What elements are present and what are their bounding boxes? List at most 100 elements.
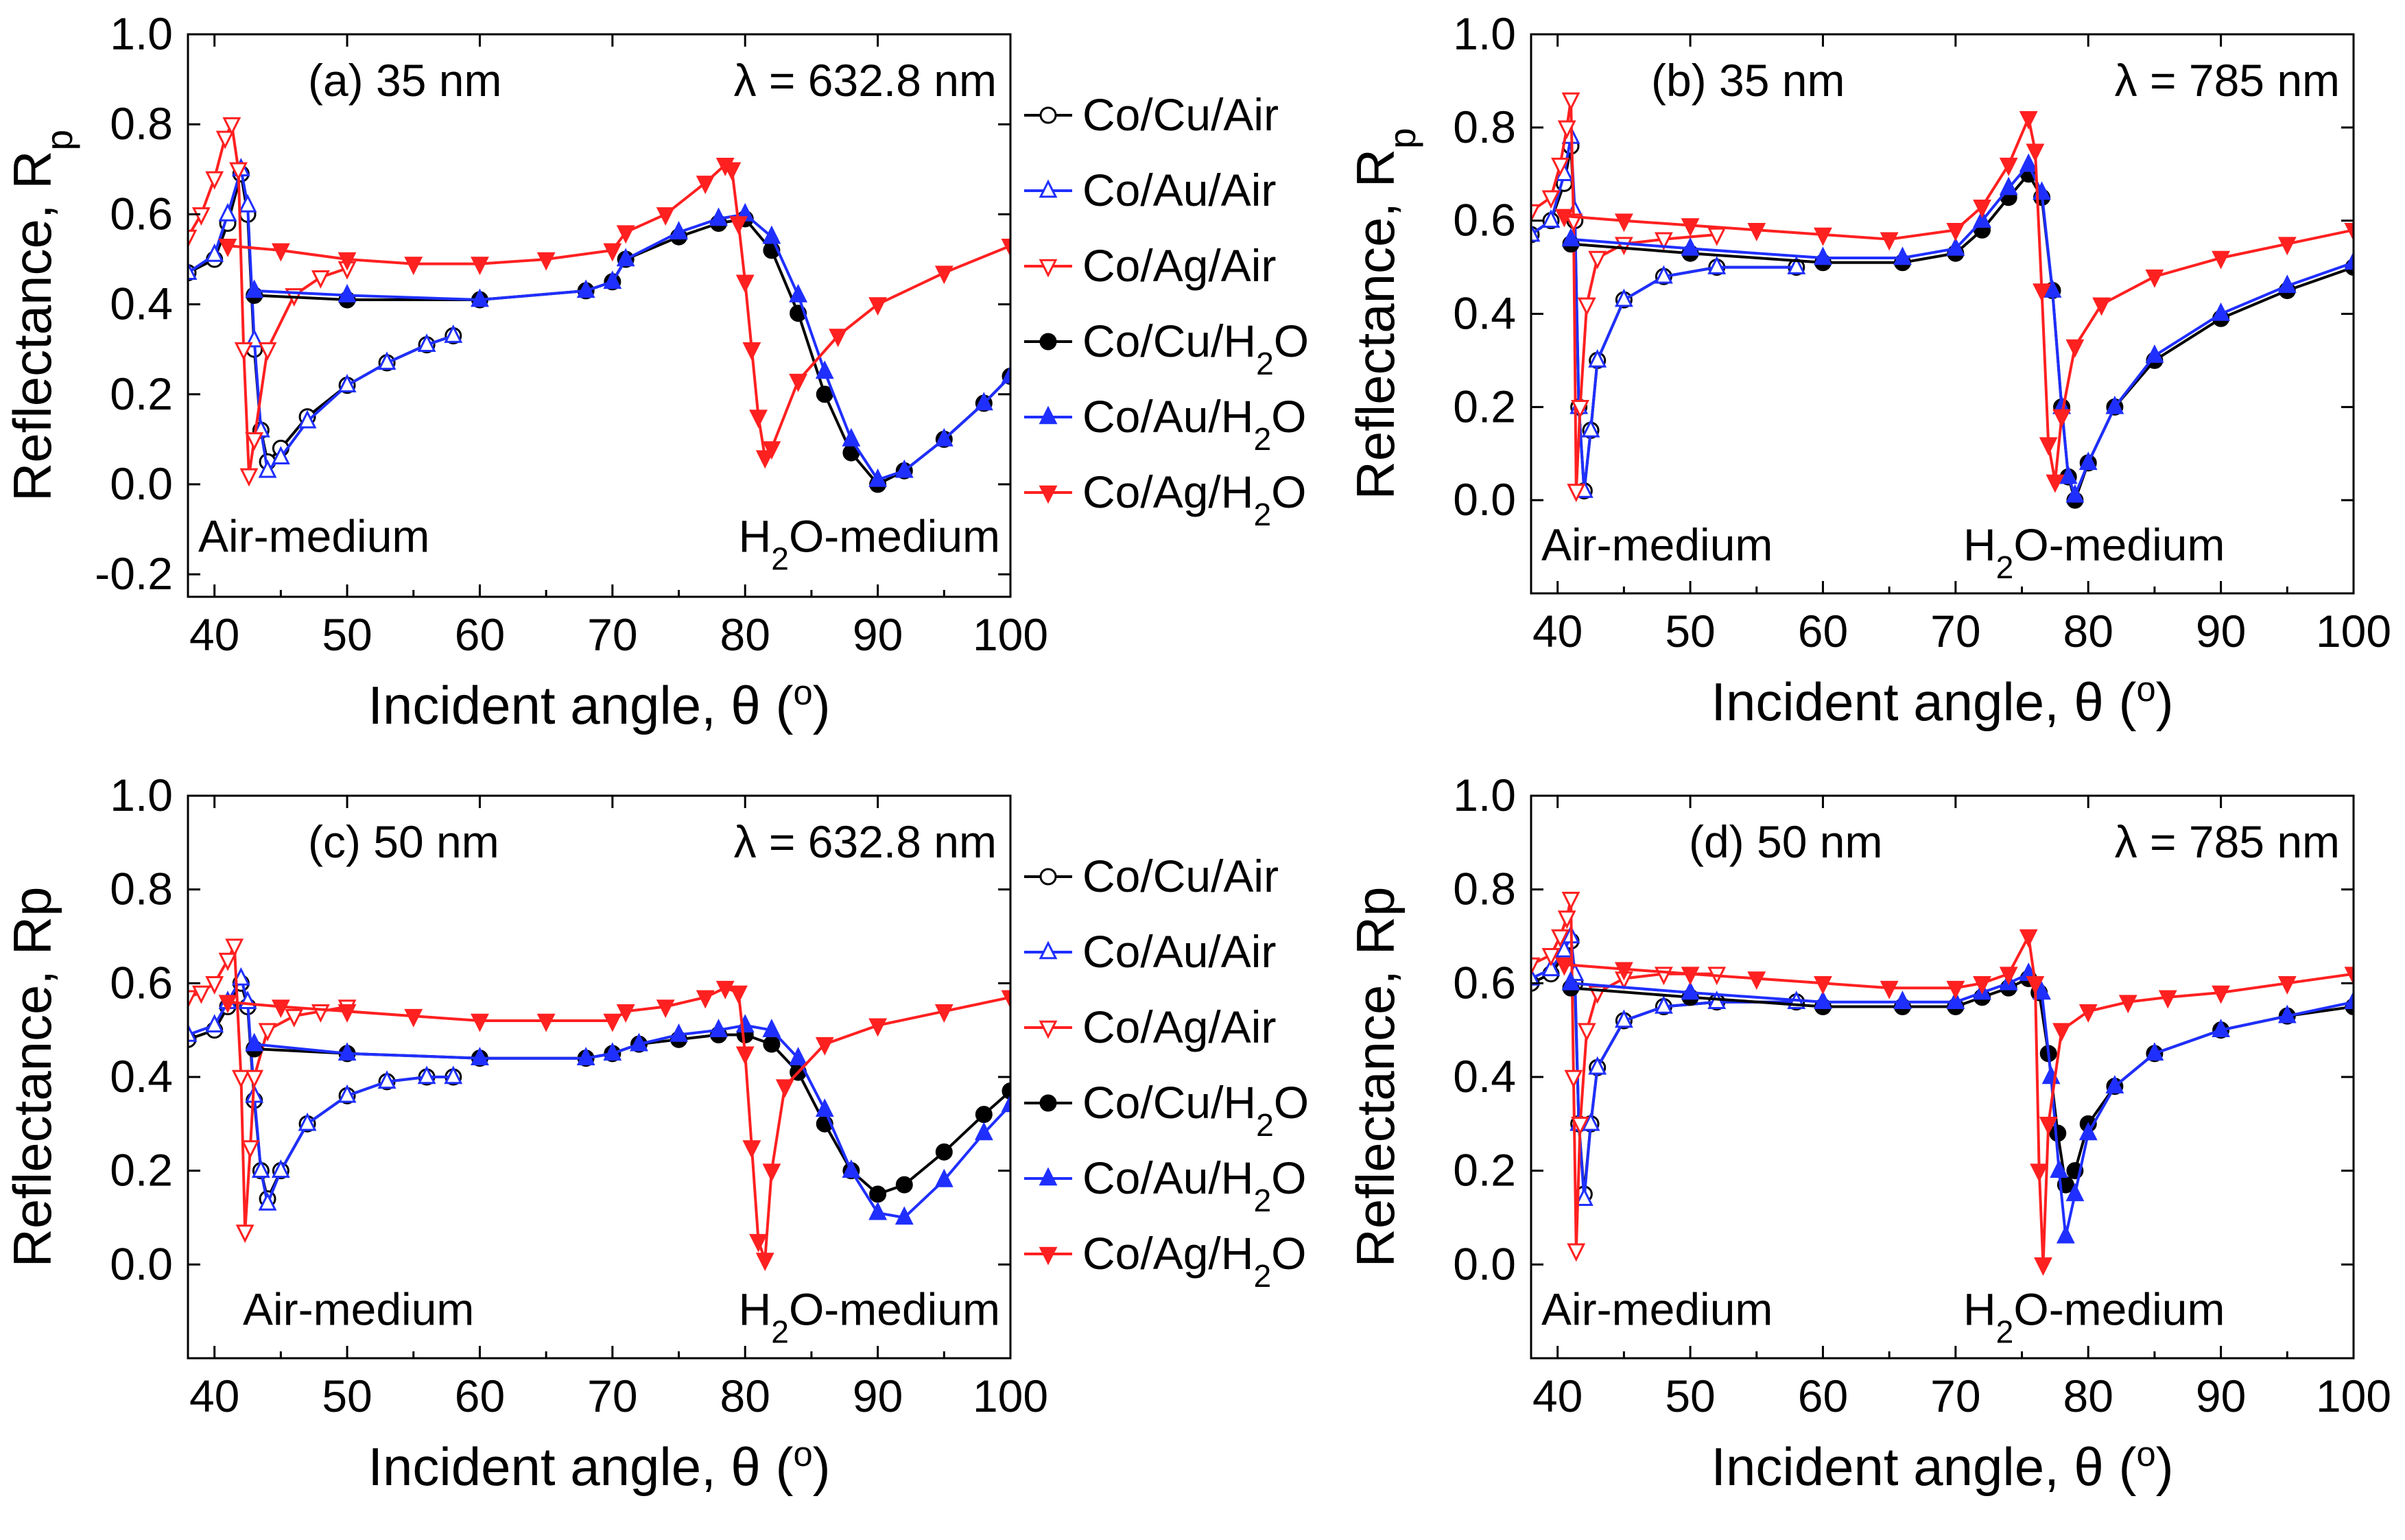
data-point: [1541, 190, 1561, 209]
x-tick-label: 60: [1798, 606, 1848, 656]
data-point: [1999, 157, 2018, 176]
data-point: [670, 1023, 688, 1042]
data-point: [1588, 348, 1607, 368]
data-point: [188, 229, 198, 248]
data-point: [1001, 990, 1010, 1009]
data-point: [1614, 1009, 1633, 1028]
data-point: [337, 1042, 357, 1061]
data-point: [471, 257, 489, 276]
data-point: [1973, 209, 1991, 228]
data-point: [191, 985, 211, 1004]
data-point: [337, 252, 357, 271]
data-point: [603, 243, 622, 262]
legend-marker: [1039, 106, 1057, 124]
data-point: [2039, 1117, 2058, 1135]
data-point: [229, 162, 248, 181]
data-point: [868, 297, 888, 316]
y-tick-label: 1.0: [110, 8, 173, 59]
data-point: [789, 283, 808, 303]
data-point: [1747, 222, 1766, 241]
data-point: [1893, 991, 1912, 1009]
data-point: [2212, 302, 2231, 321]
data-point: [755, 1253, 774, 1272]
data-point: [218, 239, 237, 257]
legend: Co/Cu/Air Co/Au/Air Co/Ag/Air Co/Cu/H2O Co/A…: [1024, 89, 1309, 532]
chart-panel-d: 40 50 60 70 80 90 100 0.0 0.2 0.4 0.6 0.8 1.0 Inciden…: [1345, 770, 2391, 1497]
legend-label: Co/Cu/H2O: [1082, 316, 1309, 381]
data-point: [2026, 143, 2045, 163]
series-co-cu-air: [1531, 137, 1805, 500]
y-tick-label: 1.0: [110, 770, 173, 820]
data-point: [2019, 110, 2038, 130]
data-point: [258, 1192, 277, 1211]
data-point: [1554, 938, 1574, 958]
data-point: [1787, 256, 1806, 274]
data-point: [935, 1143, 953, 1161]
data-point: [749, 410, 768, 429]
data-point: [2277, 237, 2297, 256]
data-point: [1654, 232, 1673, 251]
x-tick-label: 100: [2316, 1371, 2391, 1421]
data-point: [709, 207, 728, 226]
chart-panel-a: 40 50 60 70 80 90 100 -0.2 0.0 0.2 0.4 0.6 0.8 1.0 Inc…: [2, 8, 1309, 735]
y-tick-label: 0.4: [110, 279, 173, 329]
data-point: [1614, 213, 1633, 233]
data-point: [1880, 980, 1899, 999]
legend-label: Co/Cu/H2O: [1082, 1077, 1309, 1143]
panel-title: (c) 50 nm: [308, 816, 499, 867]
legend-marker: [1039, 1020, 1058, 1039]
data-point: [239, 468, 259, 487]
data-point: [1564, 1069, 1583, 1089]
data-point: [188, 990, 198, 1009]
region-label-air: Air-medium: [243, 1284, 474, 1335]
data-point: [2046, 474, 2065, 493]
series-group: [188, 938, 1010, 1272]
data-point: [742, 342, 761, 361]
y-tick-label: 1.0: [1453, 8, 1516, 59]
data-point: [2118, 995, 2137, 1014]
data-point: [1681, 237, 1700, 256]
data-point: [789, 373, 808, 392]
series-line: [254, 1023, 1010, 1220]
data-point: [2019, 153, 2038, 172]
data-point: [377, 351, 396, 370]
data-point: [1577, 1023, 1596, 1042]
x-tick-label: 80: [720, 1371, 770, 1421]
data-point: [2212, 985, 2231, 1004]
series-co-cu-h2o: [246, 210, 1010, 493]
data-point: [2145, 1042, 2164, 1061]
series-co-au-h2o: [245, 202, 1010, 487]
legend-label: Co/Au/H2O: [1082, 391, 1306, 457]
data-point: [895, 459, 914, 478]
data-point: [1654, 265, 1673, 284]
data-point: [1577, 297, 1596, 316]
data-point: [245, 1032, 264, 1052]
data-point: [337, 1004, 357, 1023]
data-point: [2033, 981, 2051, 1000]
x-tick-label: 50: [1665, 1371, 1715, 1421]
data-point: [895, 1176, 913, 1194]
x-tick-label: 60: [455, 1371, 505, 1421]
x-tick-label: 50: [322, 1371, 372, 1421]
series-co-ag-h2o: [218, 980, 1010, 1272]
data-point: [2158, 990, 2177, 1009]
data-point: [749, 1233, 768, 1253]
data-point: [471, 1047, 489, 1065]
legend-marker: [1039, 1246, 1058, 1266]
x-tick-label: 90: [2196, 606, 2246, 656]
data-point: [404, 1008, 423, 1028]
data-point: [842, 1159, 861, 1178]
data-point: [1557, 120, 1576, 139]
data-point: [1814, 246, 1832, 265]
plot-frame: [187, 794, 1012, 1360]
data-point: [1614, 288, 1633, 307]
legend-label: Co/Cu/Air: [1082, 89, 1279, 140]
x-axis-label: Incident angle, θ (o): [368, 1434, 830, 1497]
data-point: [1946, 237, 1965, 256]
data-point: [1707, 227, 1727, 246]
series-co-cu-h2o: [1562, 165, 2354, 509]
data-point: [471, 1013, 489, 1032]
x-tick-label: 100: [2316, 606, 2391, 656]
plot-frame: [1530, 794, 2355, 1360]
data-point: [829, 329, 848, 348]
